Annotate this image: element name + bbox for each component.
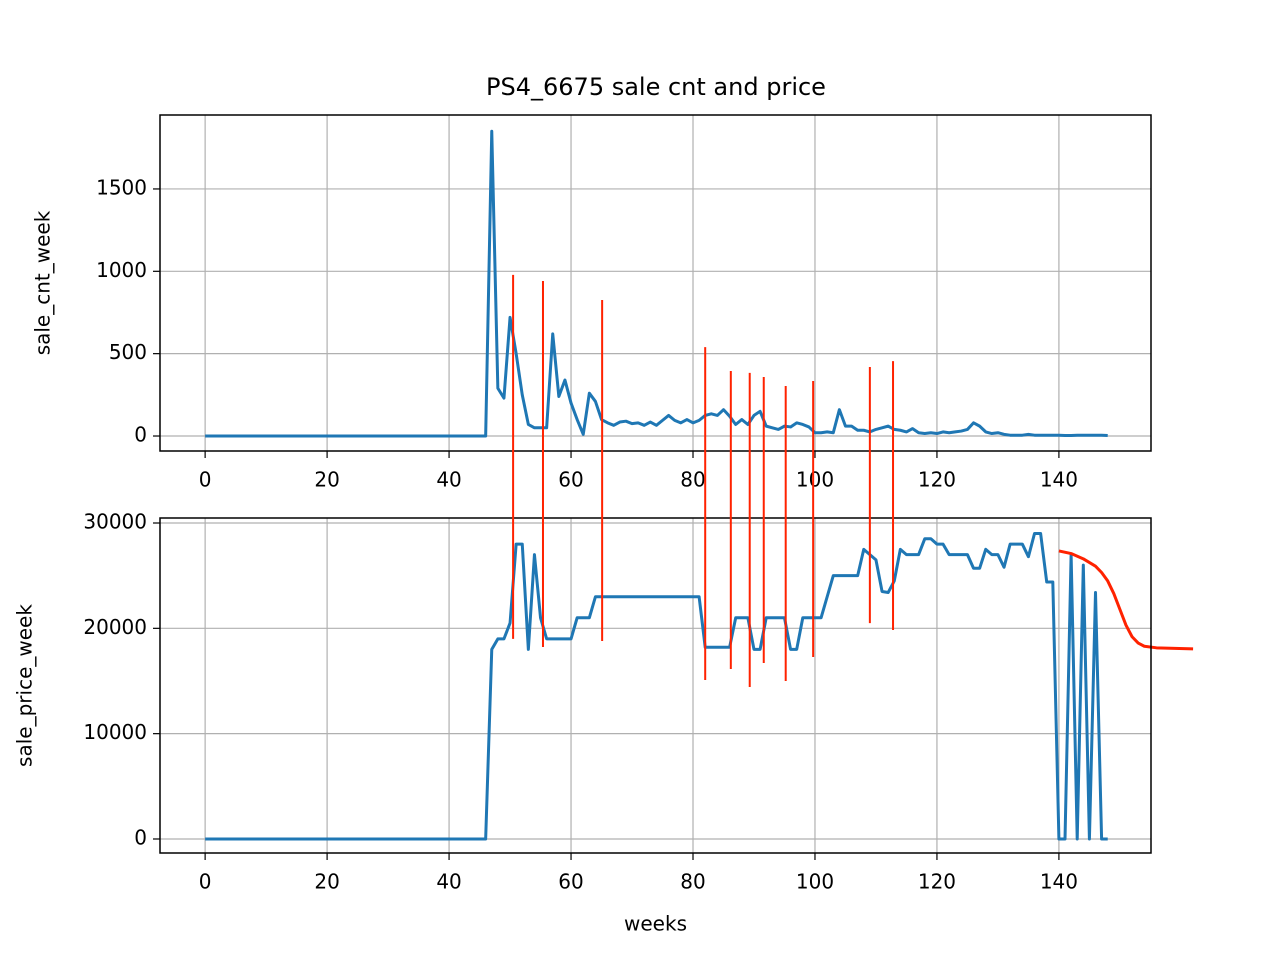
- y-axis-label: sale_cnt_week: [31, 210, 55, 355]
- y-tick-label: 20000: [83, 615, 147, 639]
- data-line: [205, 532, 1108, 841]
- data-line: [205, 129, 1108, 438]
- axes-frame: [159, 517, 1152, 854]
- x-tick-label: 140: [1040, 870, 1078, 894]
- y-axis-label: sale_price_week: [13, 604, 37, 767]
- y-tick-label: 0: [134, 423, 147, 447]
- x-tick-label: 100: [796, 870, 834, 894]
- x-tick-label: 100: [796, 468, 834, 492]
- x-tick-label: 120: [918, 870, 956, 894]
- x-tick-label: 80: [680, 870, 705, 894]
- y-tick-label: 500: [109, 340, 147, 364]
- chart-title: PS4_6675 sale cnt and price: [486, 73, 826, 101]
- y-tick-label: 1000: [96, 258, 147, 282]
- x-tick-label: 60: [558, 870, 583, 894]
- y-tick-label: 1500: [96, 175, 147, 199]
- x-tick-label: 0: [199, 870, 212, 894]
- x-tick-label: 20: [314, 468, 339, 492]
- y-tick-label: 30000: [83, 510, 147, 534]
- y-tick-label: 10000: [83, 720, 147, 744]
- x-tick-label: 140: [1040, 468, 1078, 492]
- x-tick-label: 40: [436, 468, 461, 492]
- x-tick-label: 0: [199, 468, 212, 492]
- axes-frame: [159, 114, 1152, 452]
- x-tick-label: 80: [680, 468, 705, 492]
- y-tick-label: 0: [134, 825, 147, 849]
- x-axis-label: weeks: [624, 912, 687, 936]
- x-tick-label: 120: [918, 468, 956, 492]
- data-line: [1058, 549, 1194, 651]
- x-tick-label: 60: [558, 468, 583, 492]
- x-tick-label: 20: [314, 870, 339, 894]
- x-tick-label: 40: [436, 870, 461, 894]
